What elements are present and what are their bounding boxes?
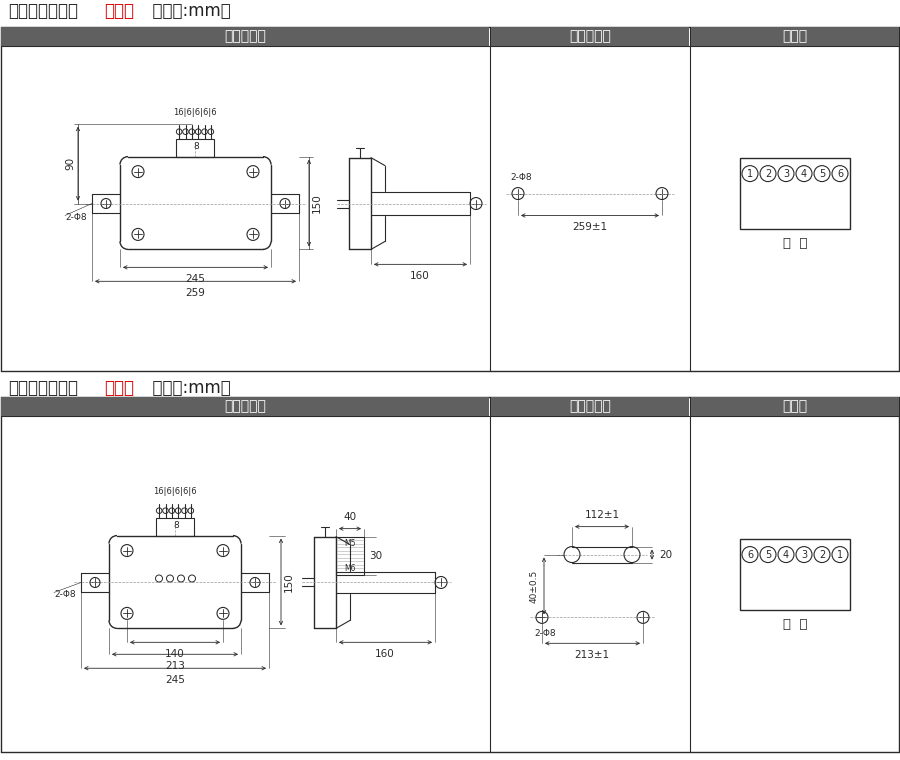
Text: 单相过流凸出式: 单相过流凸出式 xyxy=(8,379,78,397)
Text: 160: 160 xyxy=(410,271,430,281)
Text: 4: 4 xyxy=(801,169,807,179)
Text: 2-Φ8: 2-Φ8 xyxy=(65,213,86,222)
Text: 6: 6 xyxy=(837,169,843,179)
Bar xyxy=(740,157,850,230)
Bar xyxy=(1,397,489,416)
Text: 2: 2 xyxy=(765,169,771,179)
Bar xyxy=(156,518,194,536)
Bar xyxy=(491,397,689,416)
Text: 3: 3 xyxy=(783,169,789,179)
Bar xyxy=(572,546,632,562)
Text: 259±1: 259±1 xyxy=(572,223,608,233)
Text: 213: 213 xyxy=(165,661,184,671)
Bar xyxy=(336,537,364,575)
Text: 30: 30 xyxy=(369,550,382,561)
Text: 前  视: 前 视 xyxy=(783,237,807,250)
Text: 2-Φ8: 2-Φ8 xyxy=(54,590,76,599)
Text: （单位:mm）: （单位:mm） xyxy=(142,379,230,397)
Text: 16|6|6|6|6: 16|6|6|6|6 xyxy=(153,486,197,496)
Text: 40: 40 xyxy=(344,511,356,521)
Text: 背  视: 背 视 xyxy=(783,618,807,631)
Text: 4: 4 xyxy=(783,549,789,559)
Text: 3: 3 xyxy=(801,549,807,559)
Bar xyxy=(176,138,214,157)
Text: 20: 20 xyxy=(659,549,672,559)
Text: 端子图: 端子图 xyxy=(782,400,807,413)
Text: M6: M6 xyxy=(344,564,356,573)
Text: 245: 245 xyxy=(165,675,184,686)
Text: 端子图: 端子图 xyxy=(782,30,807,43)
Text: 112±1: 112±1 xyxy=(584,510,619,520)
Text: 1: 1 xyxy=(837,549,843,559)
Text: 150: 150 xyxy=(312,194,322,214)
Text: 16|6|6|6|6: 16|6|6|6|6 xyxy=(173,108,217,117)
Text: 1: 1 xyxy=(747,169,753,179)
Text: 2: 2 xyxy=(819,549,825,559)
Text: 8: 8 xyxy=(194,142,199,151)
Text: 安装开孔图: 安装开孔图 xyxy=(569,30,611,43)
Text: 8: 8 xyxy=(173,521,179,530)
Text: 5: 5 xyxy=(765,549,771,559)
Bar xyxy=(691,397,899,416)
Text: M5: M5 xyxy=(344,539,356,548)
Text: 40±0.5: 40±0.5 xyxy=(530,570,539,603)
Text: 5: 5 xyxy=(819,169,825,179)
Text: 245: 245 xyxy=(185,274,205,284)
Bar xyxy=(491,27,689,46)
Text: 259: 259 xyxy=(185,288,205,298)
Bar xyxy=(740,539,850,610)
Text: 140: 140 xyxy=(165,649,184,660)
Text: 6: 6 xyxy=(747,549,753,559)
Text: 外形尺寸图: 外形尺寸图 xyxy=(224,400,266,413)
Text: 外形尺寸图: 外形尺寸图 xyxy=(224,30,266,43)
Bar xyxy=(1,27,489,46)
Text: 后接线: 后接线 xyxy=(104,379,134,397)
Text: 单相过流凸出式: 单相过流凸出式 xyxy=(8,2,78,20)
Text: 213±1: 213±1 xyxy=(574,651,609,660)
Text: 150: 150 xyxy=(284,572,294,592)
Text: 90: 90 xyxy=(65,157,75,170)
Text: 前接线: 前接线 xyxy=(104,2,134,20)
Text: 2-Φ8: 2-Φ8 xyxy=(534,629,555,638)
Bar xyxy=(691,27,899,46)
Text: 2-Φ8: 2-Φ8 xyxy=(510,173,532,182)
Text: 160: 160 xyxy=(375,649,395,660)
Text: （单位:mm）: （单位:mm） xyxy=(142,2,230,20)
Text: 安装开孔图: 安装开孔图 xyxy=(569,400,611,413)
